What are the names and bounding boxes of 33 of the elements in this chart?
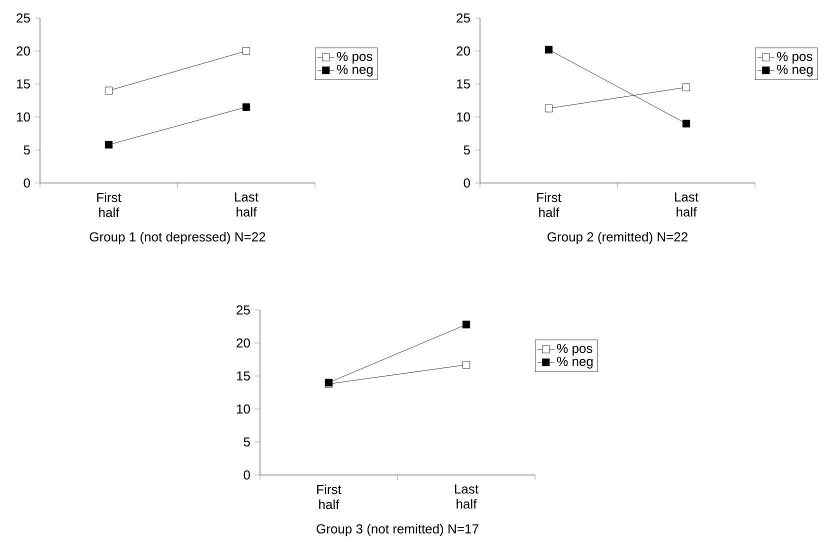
- y-tick-label: 10: [456, 112, 470, 122]
- x-axis-title: Group 2 (remitted) N=22: [548, 232, 688, 244]
- legend-label: % neg: [777, 64, 813, 77]
- y-tick-label: 25: [456, 13, 470, 23]
- y-tick-label: 5: [24, 145, 30, 155]
- y-tick-label: 25: [236, 305, 250, 315]
- y-tick-label: 25: [16, 13, 30, 23]
- y-tick-label: 15: [236, 371, 250, 381]
- x-tick-label: First half: [97, 192, 122, 218]
- y-tick-label: 20: [456, 46, 470, 56]
- y-tick-label: 15: [16, 79, 30, 89]
- y-tick-label: 0: [244, 470, 250, 480]
- legend-label: % neg: [557, 356, 593, 369]
- legend-label: % pos: [777, 52, 812, 64]
- x-axis-title: Group 3 (not remitted) N=17: [316, 524, 478, 536]
- y-tick-label: 10: [236, 404, 250, 414]
- legend-label: % neg: [337, 64, 373, 77]
- x-tick-label: Last half: [235, 192, 258, 217]
- y-tick-label: 10: [16, 112, 30, 122]
- y-tick-label: 20: [16, 46, 30, 56]
- y-tick-label: 5: [464, 145, 470, 155]
- x-tick-label: First half: [317, 484, 342, 510]
- y-tick-label: 15: [456, 79, 470, 89]
- y-tick-label: 0: [24, 178, 30, 188]
- x-tick-label: Last half: [455, 484, 478, 509]
- y-tick-label: 0: [464, 178, 470, 188]
- y-tick-label: 20: [236, 338, 250, 348]
- x-tick-label: First half: [537, 192, 562, 218]
- legend-label: % pos: [557, 344, 592, 356]
- x-tick-label: Last half: [675, 192, 698, 217]
- legend-label: % pos: [337, 52, 372, 64]
- y-tick-label: 5: [244, 437, 250, 447]
- x-axis-title: Group 1 (not depressed) N=22: [90, 232, 266, 244]
